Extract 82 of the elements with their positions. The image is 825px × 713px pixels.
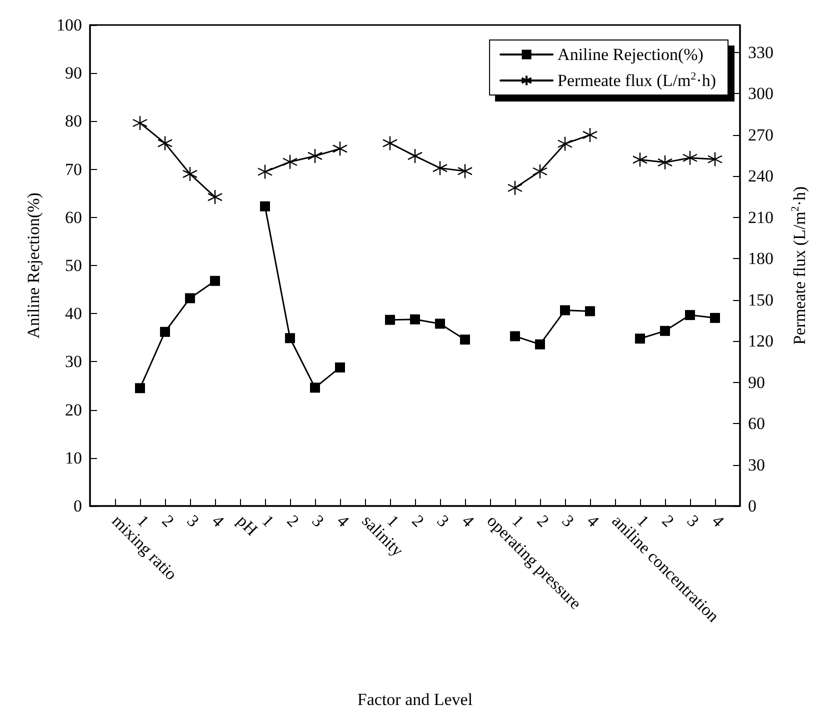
y2-tick-label: 330 [748, 42, 774, 62]
y-tick-label: 70 [65, 160, 82, 179]
y2-tick-label: 60 [748, 414, 765, 434]
point [182, 166, 198, 182]
x-tick-label: 3 [183, 511, 203, 531]
point [257, 164, 273, 180]
point [432, 160, 448, 176]
point [582, 127, 598, 143]
point [660, 326, 670, 336]
x-tick-label: 4 [458, 511, 478, 532]
point [557, 136, 573, 152]
point [410, 314, 420, 324]
y-tick-label: 100 [56, 16, 82, 34]
y2-tick-label: 240 [748, 166, 774, 186]
y2-tick-label: 300 [748, 84, 774, 104]
x-tick-label: 2 [158, 511, 178, 531]
point [132, 115, 148, 131]
point [407, 148, 423, 164]
x-tick-label: 3 [558, 511, 578, 531]
point [535, 339, 545, 350]
y2-tick-label: 270 [748, 125, 774, 144]
y-tick-label: 40 [65, 304, 82, 324]
point [282, 154, 298, 170]
x-tick-label: 4 [208, 511, 228, 532]
point [135, 383, 145, 394]
x-tick-label: 2 [408, 511, 428, 531]
point [185, 293, 195, 304]
point [435, 318, 445, 329]
point [260, 201, 270, 212]
point [685, 310, 695, 320]
point [560, 305, 570, 316]
point [507, 180, 523, 196]
point [307, 148, 323, 164]
y-axis-title: Aniline Rejection(%) [24, 192, 43, 338]
point [160, 326, 170, 337]
y-tick-label: 80 [65, 112, 82, 131]
point [585, 306, 595, 316]
y-tick-label: 50 [65, 256, 82, 275]
point [460, 334, 470, 345]
point [285, 333, 295, 344]
y-tick-label: 20 [65, 400, 82, 420]
x-tick-label: 2 [283, 511, 303, 531]
point [332, 141, 348, 156]
point [707, 152, 723, 167]
y2-tick-label: 180 [748, 249, 774, 268]
point [382, 136, 398, 151]
point [335, 362, 345, 372]
point [532, 164, 548, 179]
y2-tick-label: 0 [748, 496, 756, 516]
y-tick-label: 30 [65, 352, 82, 372]
x-axis-title: Factor and Level [357, 690, 473, 709]
y2-tick-label: 120 [748, 332, 774, 351]
x-tick-label: 2 [658, 511, 678, 531]
x-tick-label: 4 [333, 511, 354, 532]
point [457, 163, 473, 179]
x-tick-label: 4 [708, 511, 728, 532]
x-tick-label: 3 [683, 511, 703, 531]
y-tick-label: 10 [65, 448, 82, 468]
point [157, 136, 173, 151]
x-tick-label: 3 [433, 511, 453, 531]
y2-tick-label: 150 [748, 290, 774, 310]
point [510, 331, 520, 342]
y-tick-label: 90 [65, 64, 82, 83]
y-tick-label: 0 [74, 496, 82, 516]
x-tick-label: 2 [533, 511, 553, 531]
y2-tick-label: 90 [748, 372, 765, 392]
y-tick-label: 60 [65, 208, 82, 227]
point [632, 152, 648, 168]
point [682, 150, 698, 166]
y2-tick-label: 210 [748, 208, 774, 227]
point [207, 189, 223, 205]
point [310, 382, 320, 393]
point [710, 312, 720, 323]
point [657, 154, 673, 170]
y2-tick-label: 30 [748, 455, 765, 474]
point [385, 314, 395, 325]
y2-axis-title: Permeate flux (L/m2·h) [790, 186, 809, 345]
x-tick-label: 4 [583, 511, 604, 532]
x-tick-label: 3 [308, 511, 328, 531]
point [635, 334, 645, 344]
legend-label: Aniline Rejection(%) [558, 45, 704, 64]
point [210, 276, 220, 286]
